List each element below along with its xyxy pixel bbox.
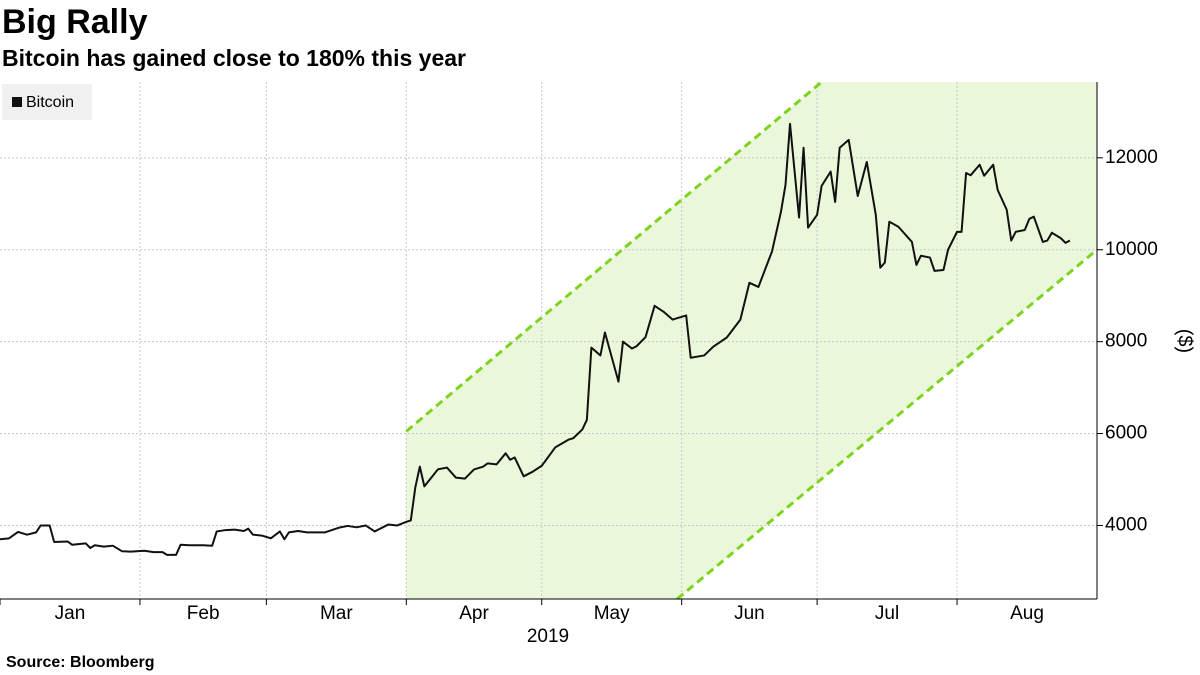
y-tick-label: 4000 — [1105, 514, 1147, 535]
x-tick-label: Jan — [55, 603, 86, 624]
source: Source: Bloomberg — [6, 654, 154, 671]
y-axis-label: ($) — [1174, 329, 1196, 353]
x-tick-label: Apr — [459, 603, 489, 624]
line-series — [0, 122, 1071, 556]
x-tick-label: Mar — [320, 603, 353, 624]
x-tick-label: Feb — [187, 603, 220, 624]
y-tick-label: 12000 — [1105, 147, 1158, 168]
x-tick-label: Jun — [734, 603, 765, 624]
x-tick-label: May — [594, 603, 630, 624]
x-axis-label: 2019 — [527, 626, 569, 647]
y-tick-label: 10000 — [1105, 239, 1158, 260]
x-tick-label: Aug — [1010, 603, 1044, 624]
x-tick-label: Jul — [875, 603, 899, 624]
y-tick-label: 8000 — [1105, 331, 1147, 352]
channel-line — [676, 248, 1098, 601]
y-tick-label: 6000 — [1105, 423, 1147, 444]
legend-label: Bitcoin — [26, 94, 74, 111]
legend-swatch — [12, 97, 22, 107]
chart-subtitle: Bitcoin has gained close to 180% this ye… — [2, 45, 466, 71]
channel-area — [406, 82, 1098, 599]
chart-title: Big Rally — [2, 3, 148, 41]
